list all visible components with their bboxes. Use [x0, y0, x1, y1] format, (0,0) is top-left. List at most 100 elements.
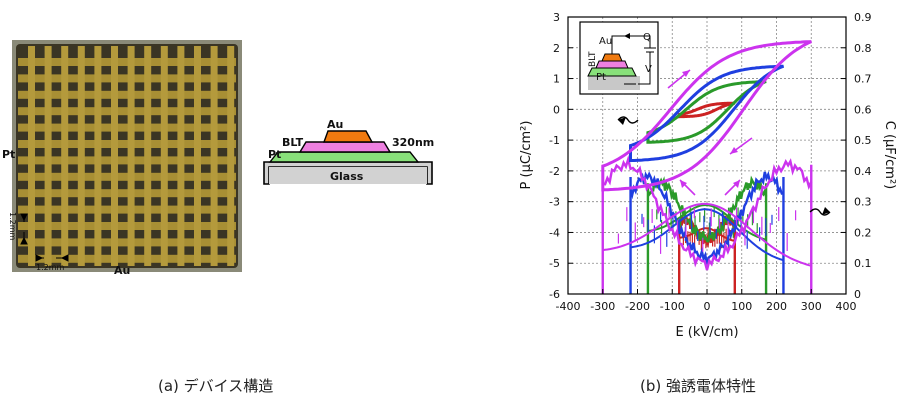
- inset-label-au: Au: [599, 36, 612, 47]
- photo-pt-strip: [18, 74, 236, 83]
- y-tick-label: -2: [549, 165, 560, 178]
- photo-pt-strip: [18, 90, 236, 99]
- y-tick-label: -5: [549, 257, 560, 270]
- cv-curves: [601, 154, 813, 294]
- y-tick-label: 1: [553, 73, 560, 86]
- xs-label-au: Au: [327, 118, 343, 131]
- photo-au-strip: [160, 46, 168, 266]
- caption-b: (b) 強誘電体特性: [640, 377, 756, 395]
- inset-circuit: [611, 35, 656, 85]
- cross-section-diagram: [263, 130, 433, 185]
- arrow-cv-left-head: [680, 180, 687, 188]
- arrow-cv-right-head: [733, 180, 740, 188]
- photo-dim-vertical: 1.2mm: [8, 212, 17, 241]
- y2-axis-label: C (μF/cm²): [882, 121, 897, 190]
- x-tick-label: 400: [836, 300, 857, 313]
- hysteresis-loop-4: [601, 40, 812, 192]
- photo-au-strip: [94, 46, 102, 266]
- inset-blt: [595, 60, 629, 69]
- photo-au-strip: [127, 46, 135, 266]
- caption-a: (a) デバイス構造: [158, 377, 274, 395]
- photo-au-strip: [144, 46, 152, 266]
- photo-dim-horizontal: 1.2mm: [36, 263, 65, 272]
- x-tick-label: 200: [766, 300, 787, 313]
- blt-layer: [298, 141, 392, 153]
- photo-pt-strip: [18, 140, 236, 148]
- x-tick-label: -100: [660, 300, 685, 313]
- photo-au-strip: [210, 46, 218, 266]
- chart: -400 -300 -200 -100 0 100 200 300 400-6-5-4-3-2-…: [519, 11, 897, 340]
- y2-tick-label: 0.6: [854, 103, 872, 116]
- y2-tick-label: 0.7: [854, 73, 872, 86]
- glass-fill: [269, 167, 427, 184]
- photo-au-strip: [111, 46, 118, 266]
- y2-tick-label: 0.3: [854, 196, 872, 209]
- y2-tick-label: 0.8: [854, 42, 872, 55]
- photo-au-strip: [77, 46, 85, 266]
- photo-pt-strip: [18, 238, 236, 247]
- y-tick-label: 2: [553, 42, 560, 55]
- y-tick-label: 3: [553, 11, 560, 24]
- photo-pt-strip: [18, 107, 236, 116]
- arrow-loop-upper-head: [682, 70, 690, 77]
- inset-label-v: V: [645, 64, 652, 75]
- photo-au-strip: [61, 46, 69, 266]
- dimension-markers: [20, 213, 69, 262]
- cv-curve-4: [602, 154, 813, 271]
- axis-pointer-left: [617, 116, 639, 124]
- device-photo: [12, 40, 242, 272]
- inset-au: [601, 53, 623, 62]
- photo-au-strip: [177, 46, 185, 266]
- photo-au-strip: [28, 46, 35, 266]
- x-tick-label: -200: [625, 300, 650, 313]
- hysteresis-loop-3: [629, 64, 785, 163]
- y-tick-label: -1: [549, 134, 560, 147]
- x-axis-label: E (kV/cm): [675, 325, 738, 340]
- photo-pt-strip: [18, 58, 236, 66]
- photo-pt-strip: [18, 123, 236, 132]
- photo-label-au: Au: [114, 264, 130, 277]
- axis-pointer-left-head: [618, 117, 626, 125]
- xs-label-blt: BLT: [282, 136, 304, 149]
- x-tick-label: -400: [556, 300, 581, 313]
- y-tick-label: -4: [549, 226, 560, 239]
- cv-branch-1: [679, 227, 735, 242]
- cv-branch-4: [602, 202, 812, 267]
- x-tick-label: -300: [590, 300, 615, 313]
- hysteresis-loops: [601, 40, 812, 192]
- photo-au-strip: [227, 46, 235, 266]
- photo-au-strip: [44, 46, 52, 266]
- au-layer: [323, 130, 374, 143]
- au-pt-electrode-grid: [18, 46, 236, 266]
- photo-label-pt: Pt: [2, 148, 15, 161]
- chart-ticks: -400 -300 -200 -100 0 100 200 300 400-6-5-4-3-2-…: [549, 11, 871, 313]
- inset-label-q: Q: [643, 32, 651, 43]
- y2-tick-label: 0: [854, 288, 861, 301]
- y-tick-label: 0: [553, 103, 560, 116]
- xs-label-thickness: 320nm: [392, 136, 434, 149]
- y-tick-label: -3: [549, 196, 560, 209]
- inset-pt: [587, 67, 637, 77]
- y2-tick-label: 0.4: [854, 165, 872, 178]
- photo-pt-strip: [18, 254, 236, 263]
- y-tick-label: -6: [549, 288, 560, 301]
- photo-pt-strip: [18, 189, 236, 198]
- inset-device-sketch: [579, 21, 659, 95]
- direction-arrows: [617, 69, 831, 216]
- inset-label-pt: Pt: [596, 72, 606, 83]
- xs-label-pt: Pt: [268, 148, 281, 161]
- photo-pt-strip: [18, 222, 236, 230]
- inset-label-blt: BLT: [588, 51, 598, 67]
- photo-pt-strip: [18, 205, 236, 214]
- y-axis-label: P (μC/cm²): [519, 121, 534, 190]
- x-tick-label: 100: [731, 300, 752, 313]
- y2-tick-label: 0.5: [854, 134, 872, 147]
- pt-layer: [268, 151, 420, 163]
- cv-curve-2: [646, 175, 768, 243]
- inset-arrow-q: [624, 33, 630, 39]
- x-tick-label: 0: [704, 300, 711, 313]
- arrow-loop-lower-head: [730, 147, 738, 154]
- photo-pt-strip: [18, 156, 236, 165]
- axis-pointer-right-head: [822, 207, 830, 215]
